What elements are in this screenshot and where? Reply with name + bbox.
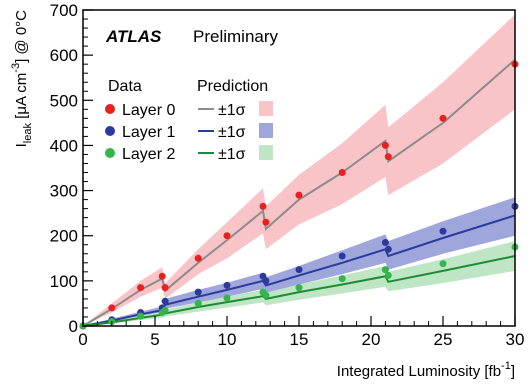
data-point-layer2	[262, 291, 270, 299]
legend-header-data: Data	[108, 78, 142, 95]
band-layer2	[83, 241, 515, 326]
data-point-layer0	[259, 202, 267, 210]
data-point-layer0	[338, 169, 346, 176]
data-point-layer2	[295, 284, 303, 292]
x-axis-title: Integrated Luminosity [fb-1]	[337, 360, 515, 380]
data-points	[79, 60, 519, 330]
x-tick-label: 5	[150, 330, 159, 349]
data-point-layer1	[338, 252, 346, 260]
data-point-layer1	[223, 281, 231, 289]
data-point-layer1	[262, 277, 270, 285]
data-point-layer0	[194, 254, 202, 262]
y-tick-label: 200	[50, 227, 78, 246]
x-tick-label: 10	[218, 330, 237, 349]
data-point-layer1	[295, 266, 303, 274]
experiment-label: ATLAS	[105, 27, 162, 46]
prediction-bands	[83, 14, 515, 326]
data-point-layer1	[381, 239, 389, 246]
data-point-layer0	[161, 284, 169, 292]
y-tick-label: 100	[50, 272, 78, 291]
y-tick-label: 600	[50, 46, 78, 65]
data-point-layer2	[381, 266, 389, 274]
legend-band-layer1	[259, 123, 273, 138]
legend-entry-layer1: Layer 1 ±1σ	[105, 123, 273, 141]
legend-marker-layer1	[105, 126, 115, 136]
data-point-layer2	[161, 306, 169, 314]
data-point-layer1	[161, 297, 169, 305]
data-point-layer0	[262, 218, 270, 226]
data-point-layer0	[158, 272, 166, 280]
data-point-layer2	[384, 271, 392, 279]
band-layer0	[83, 14, 515, 326]
data-point-layer0	[381, 141, 389, 149]
y-axis-title: Ileak [μA cm-3] @ 0°C	[10, 10, 34, 148]
data-point-layer1	[384, 245, 392, 253]
x-tick-label: 15	[290, 330, 309, 349]
band-layer1	[83, 197, 515, 326]
legend-marker-layer0	[105, 104, 115, 114]
data-point-layer0	[223, 232, 231, 240]
data-point-layer0	[295, 191, 303, 199]
legend-entry-layer0: Layer 0 ±1σ	[105, 101, 273, 119]
data-point-layer2	[137, 312, 145, 320]
legend-sigma-layer2: ±1σ	[218, 146, 246, 163]
y-tick-label: 700	[50, 1, 78, 20]
data-point-layer1	[439, 227, 447, 235]
y-tick-label: 500	[50, 91, 78, 110]
data-point-layer0	[137, 284, 145, 292]
legend-entry-layer2: Layer 2 ±1σ	[105, 145, 273, 163]
x-tick-label: 30	[506, 330, 525, 349]
legend-band-layer2	[259, 145, 273, 160]
legend-label-layer0: Layer 0	[122, 102, 175, 119]
y-tick-label: 400	[50, 136, 78, 155]
x-tick-label: 0	[78, 330, 87, 349]
legend-marker-layer2	[105, 148, 115, 158]
x-tick-label: 20	[362, 330, 381, 349]
x-tick-label: 25	[434, 330, 453, 349]
legend-label-layer1: Layer 1	[122, 124, 175, 141]
legend-header-prediction: Prediction	[197, 78, 268, 95]
y-axis-ticks: 0 100 200 300 400 500 600 700	[50, 1, 93, 336]
y-tick-label: 0	[69, 317, 78, 336]
x-axis-ticks: 0 5 10 15 20 25 30	[78, 316, 524, 349]
legend-band-layer0	[259, 101, 273, 116]
y-tick-label: 300	[50, 182, 78, 201]
data-point-layer2	[439, 260, 447, 268]
data-point-layer1	[194, 288, 202, 296]
status-label: Preliminary	[193, 27, 279, 46]
data-point-layer0	[439, 114, 447, 122]
data-point-layer2	[194, 299, 202, 307]
data-point-layer2	[223, 294, 231, 302]
data-point-layer2	[338, 275, 346, 283]
legend-sigma-layer1: ±1σ	[218, 124, 246, 141]
legend-sigma-layer0: ±1σ	[218, 102, 246, 119]
data-point-layer0	[384, 153, 392, 161]
data-point-layer0	[108, 304, 116, 312]
legend-label-layer2: Layer 2	[122, 146, 175, 163]
